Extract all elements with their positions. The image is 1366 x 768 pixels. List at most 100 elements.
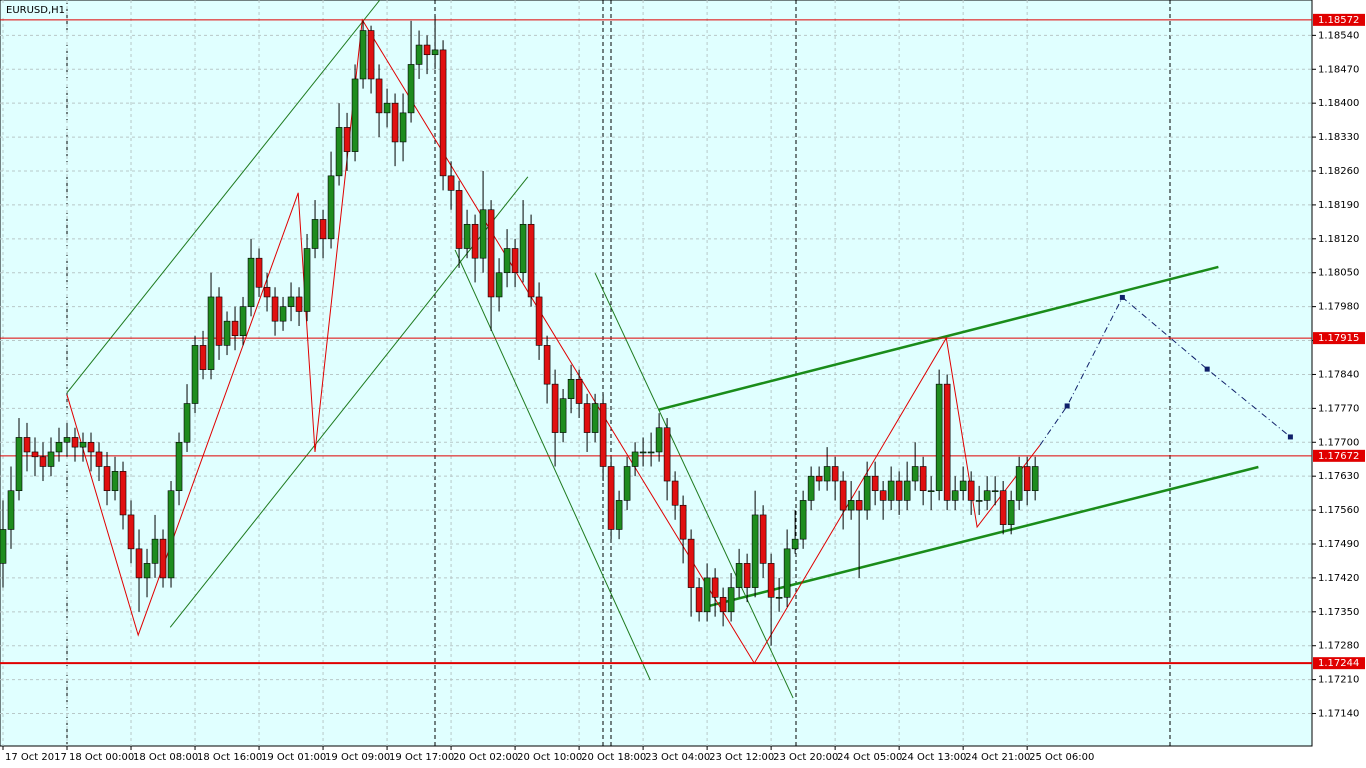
candle-body (1023, 466, 1031, 492)
candle-body (271, 296, 279, 322)
candle-body (215, 296, 223, 346)
y-tick-label: 1.17630 (1318, 471, 1359, 482)
candle-body (519, 223, 527, 274)
candle-body (1015, 466, 1023, 501)
candle-body (143, 563, 151, 579)
candle-body (527, 223, 535, 298)
candle-body (303, 248, 311, 312)
level-label: 1.17672 (1318, 451, 1359, 462)
candle-body (223, 320, 231, 346)
candle-body (183, 403, 191, 443)
x-tick-label: 24 Oct 21:00 (965, 752, 1030, 763)
x-tick-label: 25 Oct 06:00 (1029, 752, 1094, 763)
candle-body (511, 248, 519, 274)
candle-body (719, 596, 727, 613)
candle-body (807, 475, 815, 501)
candle-body (591, 403, 599, 433)
forecast-point (1287, 434, 1293, 440)
candle-body (295, 296, 303, 312)
candle-body (399, 112, 407, 143)
x-tick-label: 23 Oct 04:00 (645, 752, 710, 763)
candle-body (71, 437, 79, 448)
candle-body (575, 378, 583, 404)
candle-body (455, 190, 463, 249)
candle-body (159, 538, 167, 579)
level-label: 1.18572 (1318, 15, 1359, 26)
y-tick-label: 1.17210 (1318, 675, 1359, 686)
candle-body (671, 480, 679, 506)
candle-body (7, 490, 15, 530)
candle-body (751, 514, 759, 588)
candle-body (39, 456, 47, 467)
candle-body (567, 378, 575, 399)
y-tick-label: 1.18400 (1318, 98, 1359, 109)
candle-body (487, 209, 495, 298)
candle-body (991, 490, 999, 493)
x-tick-label: 17 Oct 2017 (5, 752, 67, 763)
candle-body (263, 286, 271, 298)
y-tick-label: 1.17140 (1318, 709, 1359, 720)
candle-body (959, 480, 967, 492)
candle-body (583, 403, 591, 433)
candle-body (151, 538, 159, 564)
level-label-box (1313, 332, 1365, 345)
candle-body (391, 102, 399, 143)
y-tick-label: 1.17420 (1318, 573, 1359, 584)
candle-body (407, 64, 415, 114)
x-tick-label: 20 Oct 10:00 (517, 752, 582, 763)
candle-body (127, 514, 135, 550)
candle-body (607, 466, 615, 530)
candle-body (23, 437, 31, 453)
candle-body (847, 500, 855, 511)
candle-body (423, 44, 431, 56)
candle-body (935, 383, 943, 492)
candle-body (927, 490, 935, 493)
candle-body (735, 563, 743, 588)
candle-body (503, 248, 511, 274)
candle-body (63, 437, 71, 443)
level-label-box (1313, 657, 1365, 670)
candle-body (471, 223, 479, 259)
candle-body (375, 78, 383, 114)
y-tick-label: 1.18050 (1318, 268, 1359, 279)
candle-body (279, 306, 287, 322)
title-bg (2, 3, 64, 16)
candle-body (687, 538, 695, 588)
y-tick-label: 1.18330 (1318, 132, 1359, 143)
level-label-box (1313, 449, 1365, 462)
candle-body (447, 175, 455, 191)
candle-body (31, 451, 39, 458)
candle-body (1007, 500, 1015, 525)
candle-body (711, 577, 719, 598)
candle-body (679, 504, 687, 540)
candle-body (559, 398, 567, 433)
candle-body (879, 490, 887, 501)
level-label-box (1313, 13, 1365, 26)
forecast-point (1064, 403, 1070, 409)
y-tick-label: 1.17980 (1318, 302, 1359, 313)
y-tick-label: 1.17560 (1318, 505, 1359, 516)
candle-body (663, 427, 671, 482)
candle-body (231, 320, 239, 337)
candle-body (839, 480, 847, 511)
zigzag (66, 18, 1041, 665)
candle-body (647, 451, 655, 454)
candle-body (943, 383, 951, 501)
candle-body (191, 345, 199, 404)
candle-body (431, 49, 439, 56)
candle-body (919, 466, 927, 492)
candle-body (743, 563, 751, 588)
candle-body (999, 490, 1007, 525)
candle-body (167, 490, 175, 579)
candle-body (831, 466, 839, 482)
candle-body (655, 427, 663, 453)
candle-body (863, 475, 871, 511)
candle-body (351, 78, 359, 152)
level-label: 1.17244 (1318, 658, 1359, 669)
candle-body (87, 441, 95, 453)
y-tick-label: 1.18260 (1318, 166, 1359, 177)
candle-body (791, 538, 799, 550)
candle-body (1031, 466, 1039, 492)
candle-body (439, 49, 447, 177)
